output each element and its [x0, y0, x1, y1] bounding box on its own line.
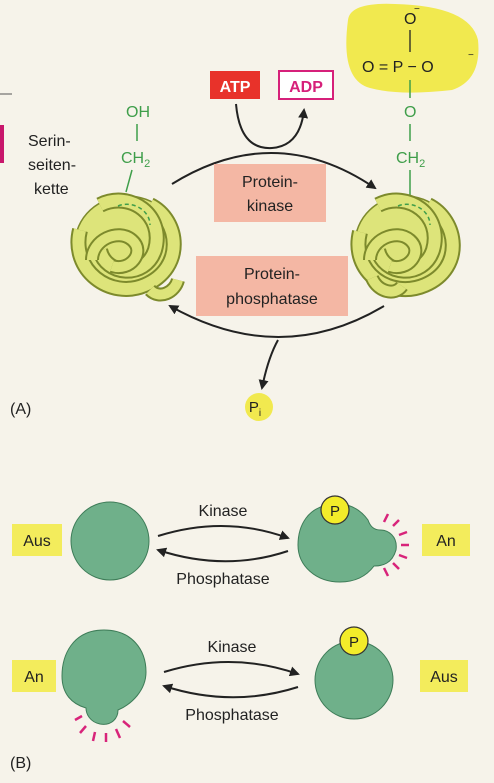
phosphate-charge-top: −: [414, 4, 420, 15]
side-chain-label-1: Serin-: [28, 133, 71, 150]
state-label-row1-left: Aus: [23, 533, 51, 550]
phosphatase-label-2: phosphatase: [226, 291, 318, 308]
phosphate-charge-right: −: [468, 50, 474, 61]
phosphate-label-row2: P: [349, 634, 359, 651]
oh-label: OH: [126, 104, 150, 121]
kinase-arrow-label-row1: Kinase: [199, 503, 248, 520]
phosphate-o-link: O: [404, 104, 416, 121]
state-label-row2-left: An: [24, 669, 44, 686]
protein-blob-row1-inactive: [70, 501, 150, 581]
protein-blob-row2-active: [61, 629, 147, 725]
phosphate-o-top: O: [404, 11, 416, 28]
phosphate-label-row1: P: [330, 503, 340, 520]
atp-label: ATP: [220, 79, 251, 96]
state-box-row1-left: [12, 524, 62, 556]
protein-phosphorylated: [350, 192, 461, 299]
state-label-row2-right: Aus: [430, 669, 458, 686]
pi-release-arrow: [258, 339, 279, 390]
phosphatase-arrow-row1: [156, 547, 289, 563]
kinase-arrow-label-row2: Kinase: [208, 639, 257, 656]
phosphate-highlight: [346, 3, 479, 93]
pi-circle: [245, 393, 273, 421]
state-box-row2-right: [420, 660, 468, 692]
ch2-right: CH2: [396, 150, 425, 170]
kinase-label-1: Protein-: [242, 174, 298, 191]
phosphate-circle-row2: [339, 626, 369, 656]
phosphatase-arrow: [168, 305, 385, 338]
state-label-row1-right: An: [436, 533, 456, 550]
kinase-label-2: kinase: [247, 198, 293, 215]
side-chain-label-3: kette: [34, 181, 69, 198]
phosphatase-arrow-label-row1: Phosphatase: [176, 571, 270, 588]
phosphatase-box: [196, 256, 348, 316]
kinase-arrow-row1: [157, 525, 290, 540]
kinase-arrow: [171, 152, 377, 190]
state-box-row2-left: [12, 660, 56, 692]
phosphatase-label-1: Protein-: [244, 266, 300, 283]
kinase-box: [214, 164, 326, 222]
state-box-row1-right: [422, 524, 470, 556]
protein-unphosphorylated: [70, 192, 185, 302]
phosphate-circle-row1: [320, 495, 350, 525]
phosphatase-arrow-label-row2: Phosphatase: [185, 707, 279, 724]
active-site-rays-row2: [74, 714, 131, 742]
side-chain-label-2: seiten-: [28, 157, 76, 174]
ser-dash-left: [117, 203, 151, 226]
ch2-bond-left: [125, 169, 133, 193]
protein-blob-row1-active: [297, 503, 397, 583]
phosphatase-arrow-row2: [162, 683, 299, 699]
pi-label: Pi: [249, 399, 261, 419]
ch2-left: CH2: [121, 150, 150, 170]
ser-dash-right: [397, 203, 431, 226]
panel-a-label: (A): [10, 401, 31, 418]
panel-b-label: (B): [10, 755, 31, 772]
atp-adp-arrow: [235, 103, 309, 150]
adp-box: [278, 70, 334, 100]
active-site-rays-row1: [382, 513, 409, 577]
edge-mark: [0, 125, 4, 163]
phosphate-row: O = P − O: [362, 59, 434, 76]
adp-label: ADP: [289, 79, 323, 96]
kinase-arrow-row2: [163, 661, 300, 677]
atp-box: [210, 71, 260, 99]
